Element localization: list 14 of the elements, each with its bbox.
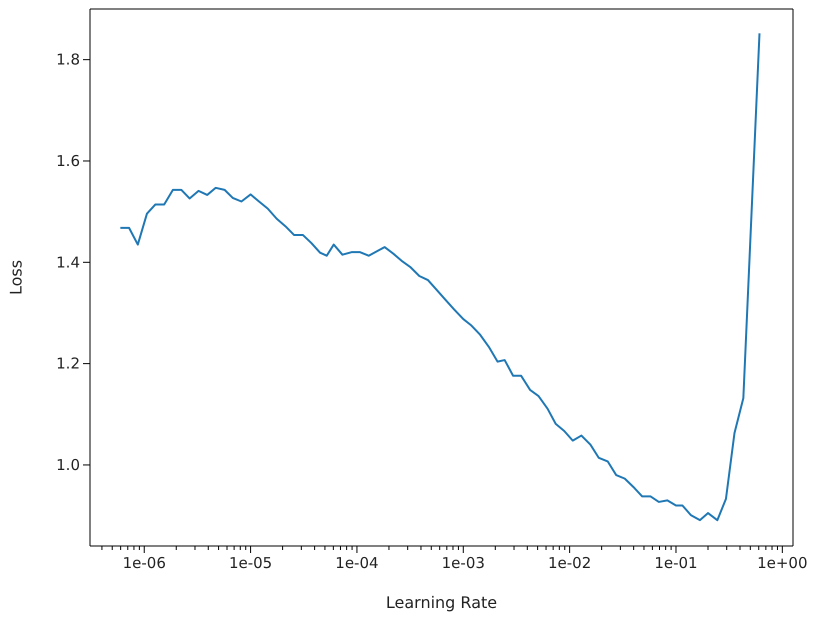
y-tick-label: 1.4 [56, 253, 80, 272]
y-tick-label: 1.8 [56, 50, 80, 69]
x-tick-label: 1e-03 [442, 554, 485, 572]
y-tick-label: 1.0 [56, 456, 80, 474]
x-axis-title: Learning Rate [386, 593, 498, 612]
x-tick-label: 1e-01 [654, 554, 698, 572]
y-tick-label: 1.2 [56, 354, 80, 373]
y-tick-label: 1.6 [56, 152, 80, 170]
x-tick-label: 1e-06 [122, 554, 166, 572]
y-axis-title: Loss [6, 260, 26, 296]
x-tick-label: 1e-05 [228, 554, 272, 572]
x-tick-label: 1e-02 [548, 554, 592, 572]
x-tick-label: 1e-04 [335, 554, 379, 572]
x-tick-label: 1e+00 [757, 554, 808, 572]
